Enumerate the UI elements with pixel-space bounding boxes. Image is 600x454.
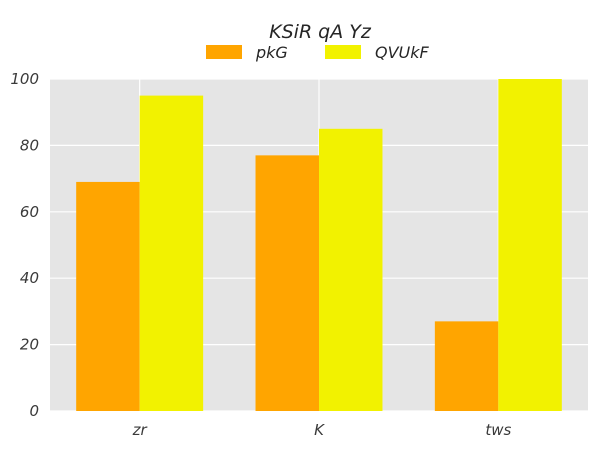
y-tick-label: 20 xyxy=(20,336,39,354)
chart-title: KSiR qA Yz xyxy=(269,21,372,43)
y-tick-label: 80 xyxy=(20,136,39,154)
bar-pkg-k xyxy=(255,155,319,411)
legend: pkG QVUkF xyxy=(206,43,430,62)
legend-swatch-pkg xyxy=(206,45,242,59)
legend-swatch-qvukf xyxy=(325,45,361,59)
y-tick-label: 60 xyxy=(20,203,39,221)
y-tick-label: 40 xyxy=(20,269,39,287)
bar-pkg-tws xyxy=(434,321,499,411)
bars xyxy=(76,79,562,412)
bar-qvukf-tws xyxy=(498,79,562,411)
y-axis-ticks: 0 20 40 60 80 100 xyxy=(10,70,39,420)
x-tick-label: K xyxy=(314,421,325,439)
x-tick-label: tws xyxy=(485,421,511,439)
y-tick-label: 100 xyxy=(10,70,39,88)
y-tick-label: 0 xyxy=(29,402,39,420)
x-tick-label: zr xyxy=(132,421,148,439)
legend-label-pkg: pkG xyxy=(255,43,288,62)
bar-qvukf-k xyxy=(319,128,383,412)
bar-pkg-zr xyxy=(76,181,140,411)
legend-label-qvukf: QVUkF xyxy=(375,43,430,62)
bar-qvukf-zr xyxy=(139,95,204,411)
